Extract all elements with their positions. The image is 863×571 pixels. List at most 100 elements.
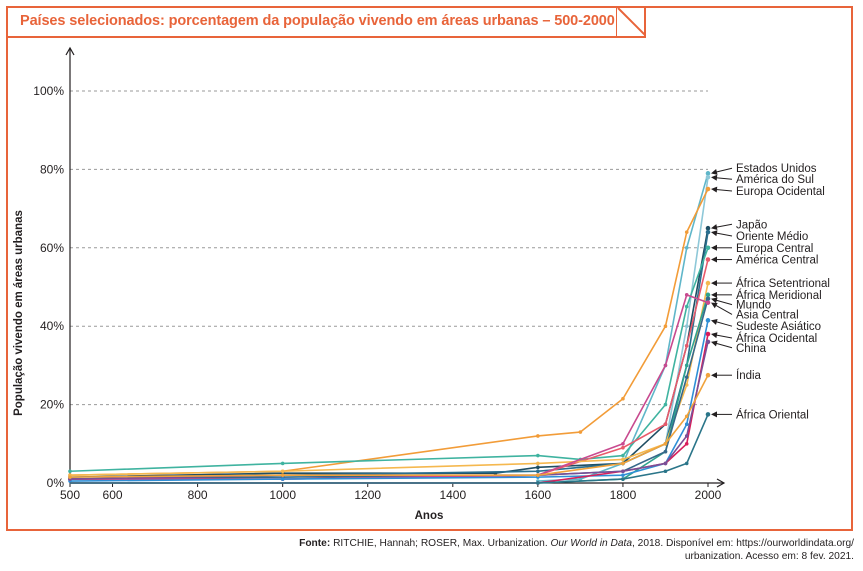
series-point bbox=[684, 363, 689, 368]
label-arrowhead bbox=[711, 372, 717, 379]
series-label: Estados Unidos bbox=[736, 163, 817, 175]
series-point bbox=[578, 430, 583, 434]
label-arrowhead bbox=[711, 186, 718, 193]
x-tick-label: 800 bbox=[188, 488, 208, 502]
source-text-1: RITCHIE, Hannah; ROSER, Max. Urbanizatio… bbox=[330, 538, 551, 549]
series-point bbox=[621, 457, 625, 462]
label-arrowhead bbox=[711, 340, 718, 347]
y-axis-arrow bbox=[65, 46, 75, 56]
label-arrow bbox=[715, 299, 733, 306]
series-point bbox=[705, 331, 711, 337]
series-point bbox=[705, 372, 711, 378]
label-arrow bbox=[715, 342, 733, 349]
series-point bbox=[663, 442, 668, 446]
label-arrow bbox=[715, 167, 733, 173]
chart-title: Países selecionados: porcentagem da popu… bbox=[20, 13, 615, 29]
label-arrowhead bbox=[711, 244, 717, 251]
x-tick-label: 1400 bbox=[439, 488, 466, 502]
series-label: África Setentrional bbox=[736, 277, 830, 290]
series-label: África Ocidental bbox=[736, 332, 817, 345]
y-tick-label: 40% bbox=[40, 319, 64, 333]
series-line bbox=[69, 374, 709, 478]
series-point bbox=[536, 461, 540, 466]
series-label: Oriente Médio bbox=[736, 231, 808, 243]
series-point bbox=[684, 442, 689, 446]
x-tick-label: 500 bbox=[60, 488, 80, 502]
series-point bbox=[68, 469, 72, 474]
source-label: Fonte: bbox=[299, 538, 331, 549]
series-label: Europa Central bbox=[736, 243, 813, 255]
series-line bbox=[70, 294, 709, 484]
series-point bbox=[280, 469, 285, 474]
series-point bbox=[536, 469, 540, 474]
series-point bbox=[684, 324, 689, 329]
series-point bbox=[663, 402, 668, 407]
series-point bbox=[536, 434, 540, 438]
series-label: Ásia Central bbox=[736, 308, 799, 321]
series-point bbox=[621, 469, 625, 474]
series-label: América Central bbox=[736, 255, 818, 267]
series-point bbox=[684, 461, 689, 466]
x-axis-title: Anos bbox=[415, 510, 444, 522]
series-point bbox=[684, 293, 689, 297]
series-line bbox=[69, 231, 709, 480]
source-publication: Our World in Data bbox=[550, 538, 633, 549]
series-point bbox=[536, 465, 540, 470]
series-label: Europa Ocidental bbox=[736, 186, 825, 198]
series-line bbox=[69, 188, 709, 476]
series-point bbox=[705, 280, 711, 286]
x-tick-label: 600 bbox=[103, 488, 123, 502]
series-point bbox=[663, 422, 668, 427]
series-point bbox=[621, 453, 625, 458]
series-point bbox=[621, 445, 625, 450]
series-line bbox=[70, 414, 709, 484]
series-point bbox=[621, 396, 625, 401]
series-point bbox=[663, 469, 668, 474]
series-point bbox=[684, 375, 689, 379]
series-point bbox=[621, 442, 625, 446]
y-tick-label: 60% bbox=[40, 241, 64, 255]
y-tick-label: 20% bbox=[40, 398, 64, 412]
label-arrowhead bbox=[711, 302, 718, 309]
label-arrowhead bbox=[711, 280, 717, 287]
series-label: China bbox=[736, 343, 767, 355]
label-arrow bbox=[715, 223, 733, 228]
series-line bbox=[69, 228, 709, 478]
series-point bbox=[68, 475, 72, 479]
series-point bbox=[684, 246, 689, 250]
series-point bbox=[280, 473, 285, 477]
series-line bbox=[69, 282, 709, 476]
series-label: África Oriental bbox=[736, 408, 809, 421]
series-point bbox=[684, 414, 689, 419]
series-point bbox=[663, 461, 668, 466]
x-tick-label: 1000 bbox=[269, 488, 296, 502]
series-point bbox=[684, 422, 689, 427]
label-arrowhead bbox=[711, 174, 718, 181]
x-tick-label: 2000 bbox=[695, 488, 722, 502]
x-tick-label: 1600 bbox=[525, 488, 552, 502]
series-point bbox=[705, 174, 711, 180]
series-point bbox=[663, 324, 668, 329]
series-point bbox=[663, 449, 668, 454]
source-line-2: urbanization. Acesso em: 8 fev. 2021. bbox=[684, 551, 854, 562]
series-point bbox=[684, 434, 689, 438]
source-note: Fonte: RITCHIE, Hannah; ROSER, Max. Urba… bbox=[94, 537, 854, 563]
series-line bbox=[69, 247, 709, 473]
series-line bbox=[537, 173, 709, 482]
label-arrow bbox=[715, 177, 733, 180]
series-label: Japão bbox=[736, 219, 767, 231]
title-bar: Países selecionados: porcentagem da popu… bbox=[6, 6, 646, 38]
label-arrowhead bbox=[711, 411, 717, 418]
series-point bbox=[705, 412, 711, 417]
x-tick-label: 1800 bbox=[610, 488, 637, 502]
series-point bbox=[705, 229, 711, 235]
series-point bbox=[621, 461, 625, 466]
series-point bbox=[280, 477, 285, 481]
series-point bbox=[705, 171, 711, 176]
series-point bbox=[684, 383, 689, 387]
series-point bbox=[578, 477, 583, 481]
series-line bbox=[69, 341, 709, 480]
series-point bbox=[684, 230, 689, 234]
series-line bbox=[70, 259, 709, 480]
